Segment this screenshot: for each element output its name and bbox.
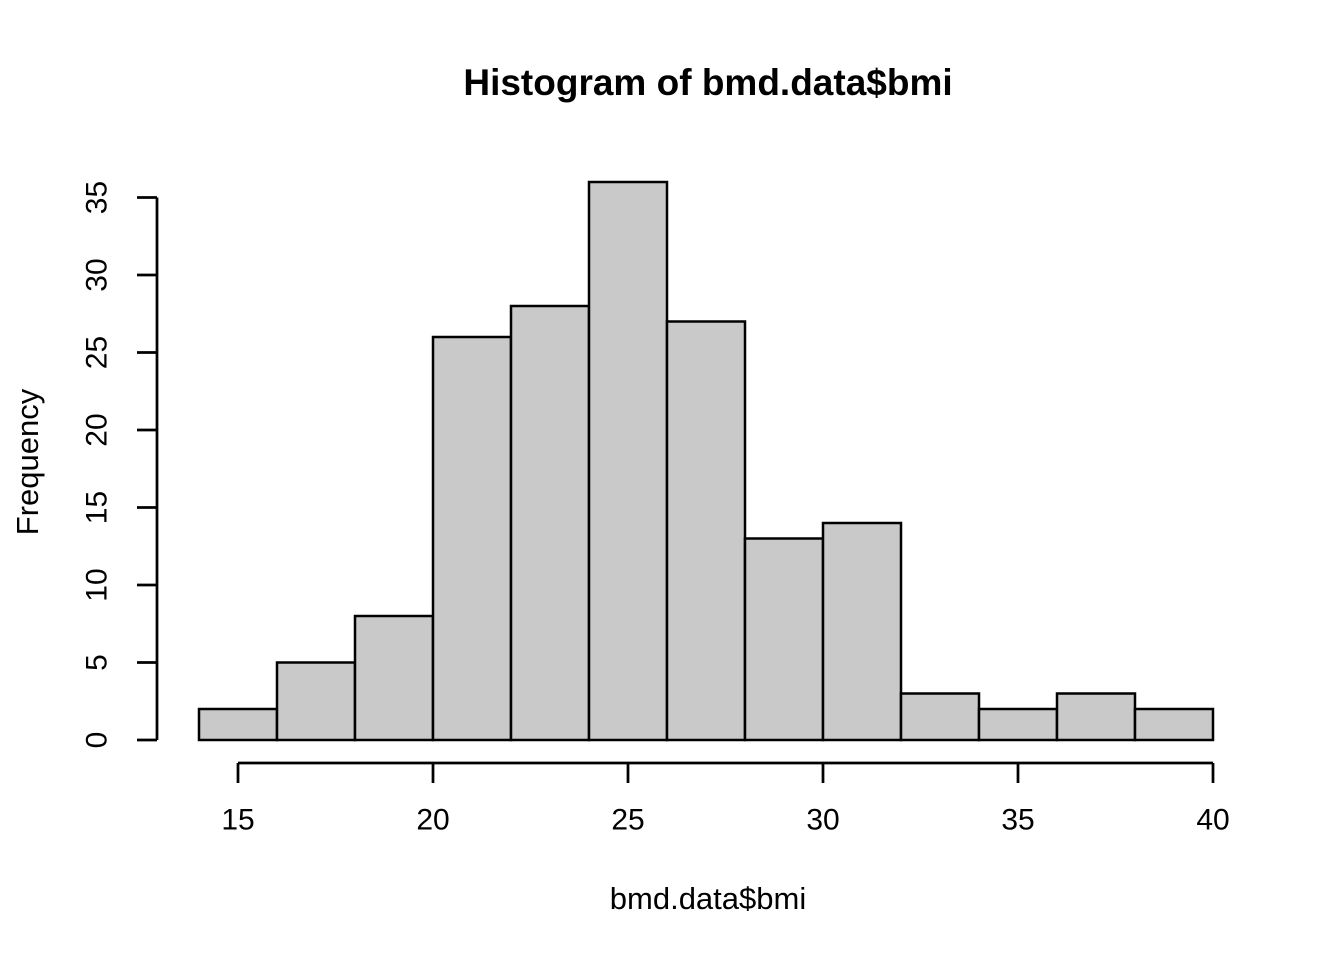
x-tick-label: 40: [1196, 804, 1229, 837]
histogram-bar: [899, 692, 981, 742]
histogram-bar: [1055, 692, 1137, 742]
y-tick-label: 0: [81, 732, 114, 749]
y-tick-label: 5: [81, 654, 114, 671]
histogram-bar: [587, 180, 669, 742]
y-tick-label: 35: [81, 181, 114, 214]
histogram-bar: [509, 304, 591, 742]
x-tick-label: 35: [1001, 804, 1034, 837]
y-tick-label: 20: [81, 413, 114, 446]
histogram-bar: [275, 661, 357, 742]
y-tick-label: 30: [81, 258, 114, 291]
histogram-bar: [1133, 707, 1215, 742]
x-tick-label: 25: [611, 804, 644, 837]
x-tick-label: 30: [806, 804, 839, 837]
y-tick-label: 10: [81, 568, 114, 601]
histogram-bar: [821, 521, 903, 742]
x-tick-label: 15: [221, 804, 254, 837]
histogram-bar: [197, 707, 279, 742]
x-axis-label: bmd.data$bmi: [609, 881, 807, 916]
x-tick-label: 20: [416, 804, 449, 837]
histogram-bar: [431, 335, 513, 742]
histogram-bar: [353, 614, 435, 742]
chart-title: Histogram of bmd.data$bmi: [463, 62, 953, 103]
histogram-bar: [743, 537, 825, 742]
histogram-bar: [665, 320, 747, 742]
y-tick-label: 15: [81, 491, 114, 524]
y-tick-label: 25: [81, 336, 114, 369]
histogram-bar: [977, 707, 1059, 742]
